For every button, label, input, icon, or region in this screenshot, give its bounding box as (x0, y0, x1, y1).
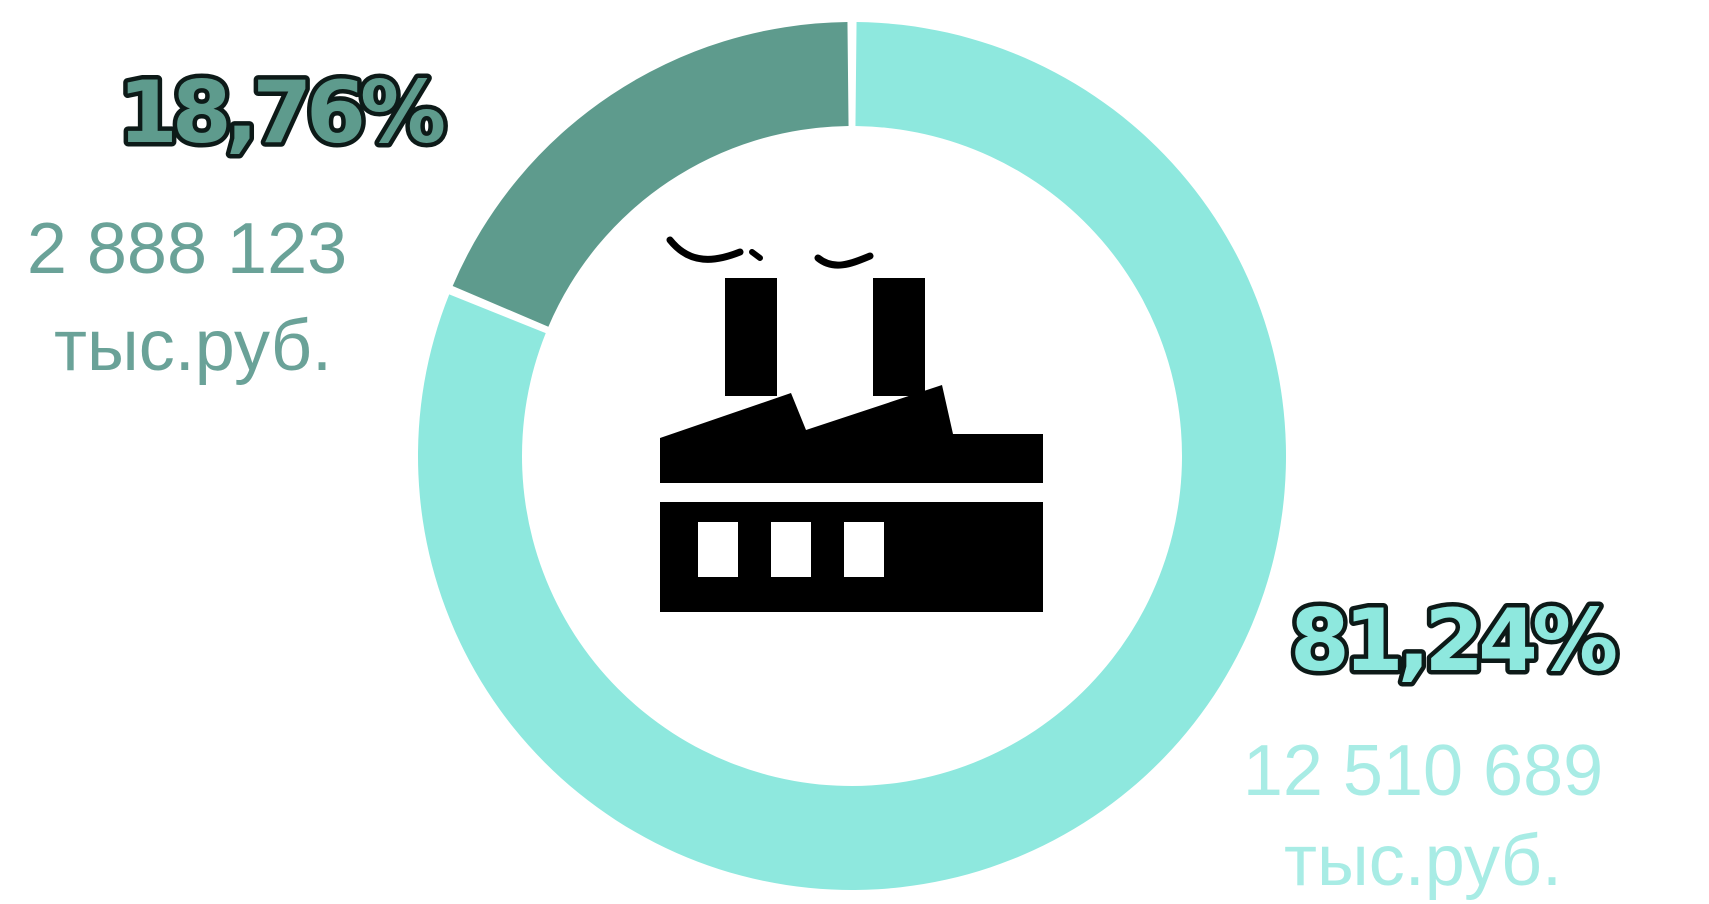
factory-icon (660, 236, 1043, 612)
slice-percent-label-1: 18,76% (118, 63, 444, 163)
slice-unit-label-2: тыс.руб. (1284, 821, 1562, 901)
slice-amount-label-2: 12 510 689 (1243, 731, 1603, 811)
donut-ring (417, 22, 1286, 891)
slice-unit-label-1: тыс.руб. (54, 306, 332, 386)
slice-amount-label-1: 2 888 123 (27, 209, 347, 289)
slice-percent-label-2: 81,24% (1290, 591, 1616, 691)
donut-slice-1 (452, 22, 849, 327)
